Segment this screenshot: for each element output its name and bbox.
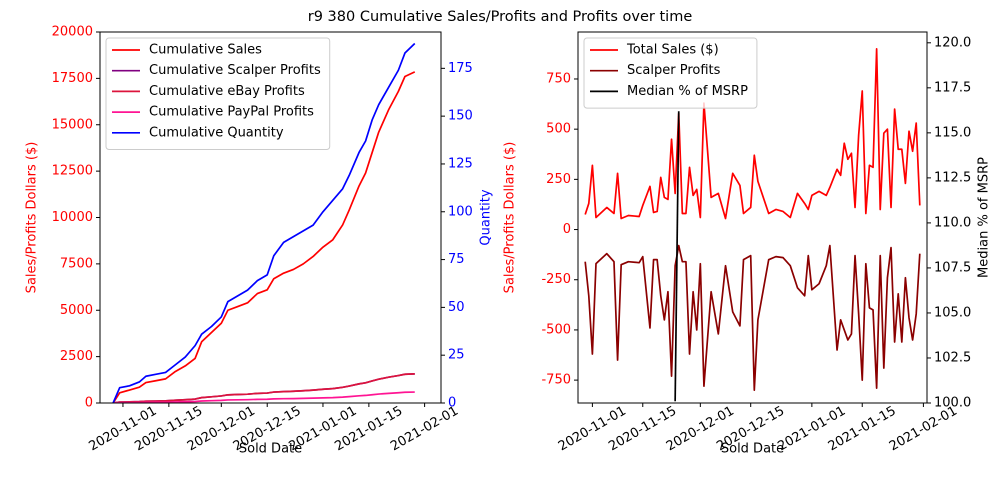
y-tick-label: 0 [563, 222, 571, 237]
legend: Total Sales ($) Scalper Profits Median % o… [583, 37, 758, 109]
y-tick-label: 0 [85, 396, 93, 411]
y-tick-label: -500 [541, 322, 571, 337]
x-tick-label: 2021-02-01 [887, 404, 960, 455]
y-tick-label: 2500 [60, 349, 93, 364]
y2-axis-label: Quantity [479, 189, 494, 245]
y2-axis-label: Median % of MSRP [977, 157, 992, 278]
y-tick-label: -750 [541, 373, 571, 388]
y2-tick-label: 120.0 [934, 35, 971, 50]
y-tick-label: 15000 [52, 117, 93, 132]
y-tick-label: 750 [546, 71, 571, 86]
series-line [674, 111, 680, 402]
x-axis-label: Sold Date [239, 442, 302, 457]
legend-label: Cumulative Scalper Profits [149, 63, 321, 78]
y2-tick-label: 75 [448, 252, 465, 267]
legend-label: Median % of MSRP [627, 84, 748, 99]
x-axis-label: Sold Date [721, 442, 784, 457]
figure-title: r9 380 Cumulative Sales/Profits and Prof… [308, 9, 693, 25]
legend: Cumulative Sales Cumulative Scalper Profi… [105, 37, 331, 150]
legend-label: Cumulative Quantity [149, 125, 284, 140]
plot-frame [99, 31, 442, 404]
y-axis-label: Sales/Profits Dollars ($) [25, 142, 40, 294]
series-line [584, 48, 921, 220]
legend-box [583, 37, 758, 109]
y2-tick-label: 100 [448, 204, 473, 219]
series-line [113, 373, 415, 403]
y2-tick-label: 117.5 [934, 80, 971, 95]
y2-tick-label: 110.0 [934, 215, 971, 230]
legend-label: Total Sales ($) [626, 43, 719, 58]
legend-label: Cumulative Sales [149, 43, 262, 58]
y-tick-label: 20000 [52, 25, 93, 40]
y-tick-label: 250 [546, 172, 571, 187]
series-line [584, 244, 921, 391]
legend-box [105, 37, 331, 150]
plot-frame [577, 31, 928, 404]
legend-label: Cumulative PayPal Profits [149, 105, 314, 120]
y2-tick-label: 50 [448, 300, 465, 315]
y2-tick-label: 102.5 [934, 350, 971, 365]
y2-tick-label: 100.0 [934, 396, 971, 411]
y-axis-label: Sales/Profits Dollars ($) [503, 142, 518, 294]
y2-tick-label: 175 [448, 61, 473, 76]
y-tick-label: 7500 [60, 256, 93, 271]
y2-tick-label: 115.0 [934, 125, 971, 140]
y2-tick-label: 105.0 [934, 305, 971, 320]
y2-tick-label: 112.5 [934, 170, 971, 185]
y2-tick-label: 125 [448, 156, 473, 171]
y2-tick-label: 150 [448, 109, 473, 124]
y-tick-label: 17500 [52, 71, 93, 86]
y2-tick-label: 107.5 [934, 260, 971, 275]
y-tick-label: -250 [541, 272, 571, 287]
series-line [113, 391, 415, 403]
y2-tick-label: 0 [448, 396, 456, 411]
legend-label: Scalper Profits [627, 63, 721, 78]
legend-label: Cumulative eBay Profits [149, 84, 305, 99]
y-tick-label: 12500 [52, 164, 93, 179]
y-tick-label: 5000 [60, 303, 93, 318]
series-line [112, 42, 416, 403]
series-line [112, 71, 416, 403]
y2-tick-label: 25 [448, 348, 465, 363]
y-tick-label: 500 [546, 122, 571, 137]
y-tick-label: 10000 [52, 210, 93, 225]
